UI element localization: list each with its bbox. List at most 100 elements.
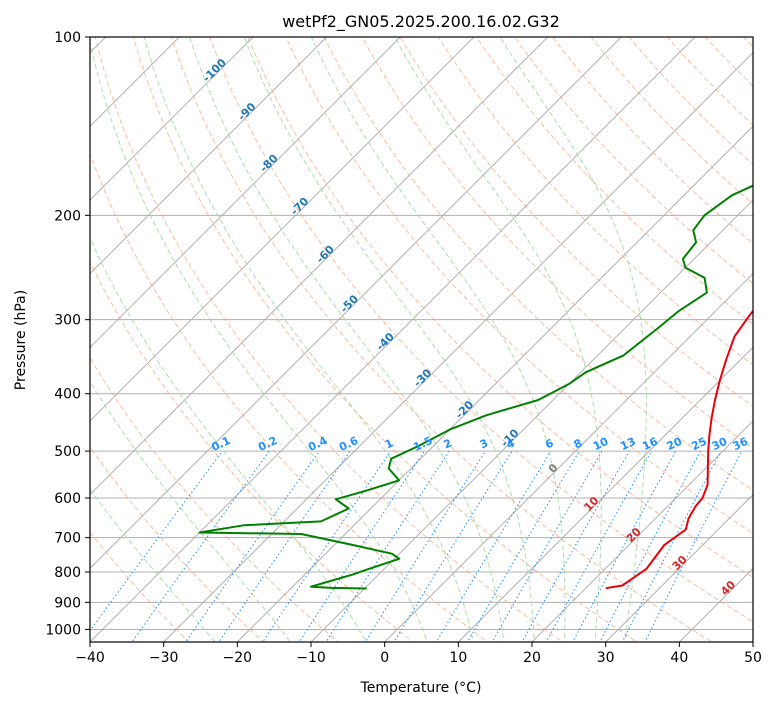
mixing-ratio-line	[218, 450, 351, 642]
mixing-ratio-line	[435, 450, 552, 642]
x-tick-label: 40	[670, 650, 688, 666]
y-tick-label: 100	[54, 30, 81, 46]
isotherm-line	[163, 52, 753, 642]
series-layer	[198, 184, 753, 590]
dry-adiabat-line	[170, 37, 713, 642]
isotherm-line	[605, 494, 753, 642]
x-tick-label: 10	[449, 650, 467, 666]
y-tick-label: 1000	[45, 622, 81, 638]
x-tick-label: −40	[75, 650, 105, 666]
mixing-ratio-line	[466, 450, 580, 642]
isotherm-line	[90, 37, 328, 275]
dry-adiabat-line	[628, 37, 753, 166]
mixing-ratio-line	[90, 450, 223, 632]
y-axis-label: Pressure (hPa)	[13, 290, 29, 390]
mixing-ratio-label: 6	[543, 436, 556, 451]
isotherm-label: -70	[288, 194, 311, 217]
mixing-ratio-label: 16	[640, 435, 660, 453]
moist-adiabat-line	[189, 37, 505, 642]
dry-adiabat-line	[742, 37, 753, 48]
dry-adiabat-line	[90, 261, 414, 642]
isotherm-line	[90, 37, 475, 422]
x-tick-label: 20	[523, 650, 541, 666]
moist-adiabat-line	[90, 236, 367, 642]
y-tick-label: 900	[54, 595, 81, 611]
moist-adiabat-line	[394, 37, 602, 642]
y-axis: 1000 900 800 700 600 500 400 300 200 100	[45, 30, 90, 638]
dry-adiabat-line	[90, 446, 265, 642]
y-tick-label: 300	[54, 313, 81, 329]
dry-adiabat-line	[90, 152, 489, 642]
x-axis: −40 −30 −20 −10 0 10 20 30 40 50	[75, 642, 762, 666]
x-tick-label: −30	[149, 650, 179, 666]
y-tick-label: 600	[54, 491, 81, 507]
dry-adiabat-line	[771, 26, 775, 654]
mixing-ratio-line	[572, 450, 677, 642]
isotherm-line	[457, 346, 753, 642]
isotherm-line	[384, 273, 753, 642]
isotherm-line	[310, 199, 753, 642]
moist-adiabat-line	[90, 40, 428, 642]
x-tick-label: 50	[744, 650, 762, 666]
isotherm-line	[90, 37, 254, 201]
mixing-ratio-label: 30	[710, 435, 730, 453]
mixing-ratio-line	[644, 450, 743, 642]
y-tick-label: 400	[54, 387, 81, 403]
isotherm-label: -50	[338, 292, 361, 315]
dewpoint-profile-line	[198, 184, 753, 590]
isotherm-label: -80	[257, 152, 280, 175]
mixing-ratio-label: 36	[731, 435, 751, 453]
y-tick-label: 200	[54, 208, 81, 224]
mixing-ratio-line	[185, 450, 320, 642]
y-tick-label: 700	[54, 531, 81, 547]
moist-adiabat-line	[499, 37, 647, 642]
dry-adiabat-line	[94, 37, 564, 642]
mixing-ratio-label: 20	[665, 435, 685, 453]
x-axis-label: Temperature (°C)	[360, 680, 482, 696]
y-tick-label: 500	[54, 444, 81, 460]
isotherm-line	[90, 37, 622, 569]
mixing-ratio-line	[131, 450, 270, 642]
mixing-ratio-label: 2	[442, 436, 454, 451]
isotherm-label: -100	[200, 56, 229, 85]
dry-adiabat-line	[247, 37, 753, 578]
isotherm-label: 10	[581, 494, 601, 514]
dry-adiabat-line	[209, 37, 753, 623]
isotherm-label: 30	[670, 553, 690, 573]
moist-adiabat-line	[243, 37, 535, 642]
x-tick-label: −20	[223, 650, 253, 666]
mixing-ratio-line	[262, 450, 392, 642]
isotherm-label: -20	[453, 398, 476, 421]
x-tick-label: −10	[296, 650, 326, 666]
isotherm-line	[90, 37, 549, 496]
mixing-ratio-line	[599, 450, 701, 642]
mixing-ratio-line	[325, 450, 450, 642]
dry-adiabat-line	[475, 37, 753, 325]
isotherm-line	[531, 420, 753, 642]
dry-adiabat-line	[323, 37, 753, 491]
dry-adiabat-line	[132, 37, 638, 642]
isotherm-label: -60	[314, 242, 337, 265]
dry-adiabat-line	[552, 37, 753, 245]
mixing-ratio-label: 3	[478, 436, 490, 451]
dry-adiabat-line	[704, 37, 753, 87]
x-tick-label: 0	[380, 650, 389, 666]
dry-adiabat-line	[514, 37, 753, 285]
dry-adiabat-line	[399, 37, 753, 407]
mixing-ratio-line	[545, 450, 653, 642]
mixing-ratio-line	[298, 450, 425, 642]
mixing-ratio-label: 25	[689, 435, 708, 453]
mixing-ratio-line	[621, 450, 722, 642]
background-lines	[90, 26, 775, 654]
dry-adiabat-line	[90, 356, 339, 642]
mixing-ratio-line	[364, 450, 486, 642]
moist-adiabat-line	[310, 37, 566, 642]
plot-frame	[89, 36, 754, 643]
isotherm-label: 40	[718, 578, 738, 598]
chart-title: wetPf2_GN05.2025.200.16.02.G32	[282, 12, 560, 32]
mixing-ratio-label: 10	[591, 435, 611, 453]
isotherm-line	[236, 125, 753, 642]
isotherm-line	[90, 37, 401, 348]
temperature-profile-line	[605, 309, 753, 590]
